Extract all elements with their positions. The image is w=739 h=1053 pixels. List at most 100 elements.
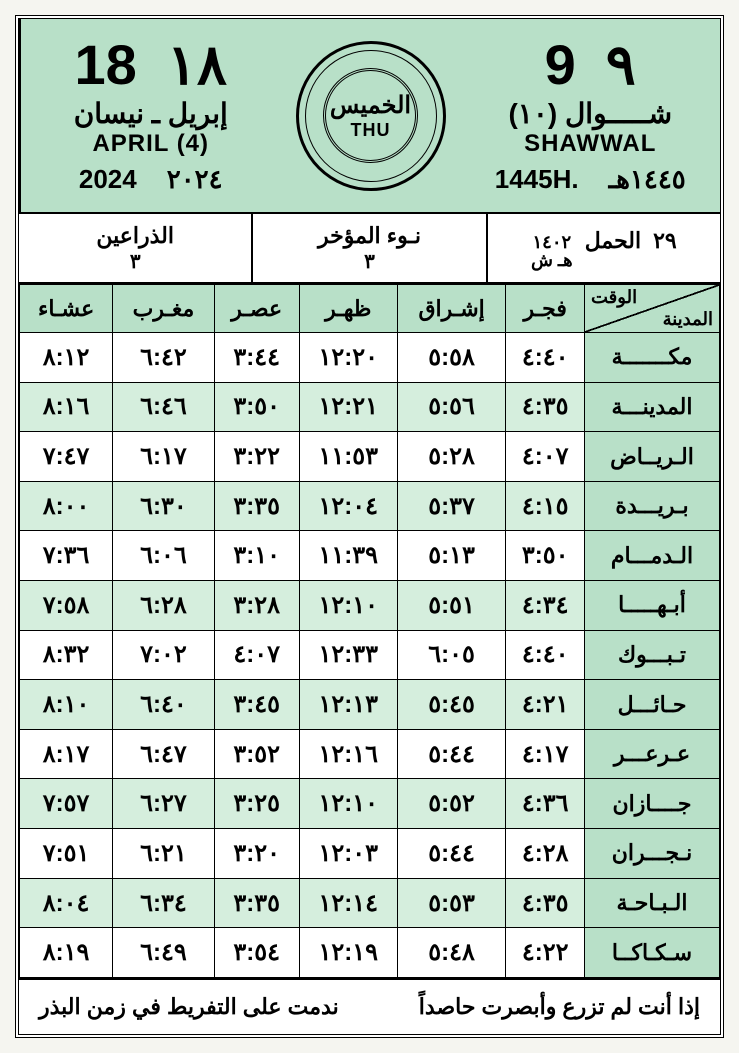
prayer-table: الوقت المدينة فجـرإشـراقظهـرعصـرمغـربعشـ… [19,284,720,978]
hijri-day-western: 9 [545,37,576,93]
time-cell: ٨:٠٠ [20,481,113,531]
time-cell: ٤:١٧ [506,729,585,779]
table-row: نـجـــران٤:٢٨٥:٤٤١٢:٠٣٣:٢٠٦:٢١٧:٥١ [20,829,720,879]
time-cell: ٦:١٧ [113,432,215,482]
day-seal-block: الخميس THU [281,19,461,212]
city-cell: سـكـاكــا [585,928,720,978]
time-cell: ٤:٠٧ [506,432,585,482]
time-cell: ١٢:١٦ [299,729,397,779]
hijri-year-en: 1445H. [495,164,579,195]
astro2-top: نـوء المؤخر [318,223,421,249]
time-cell: ٦:٣٠ [113,481,215,531]
time-cell: ٣:٤٥ [214,680,299,730]
time-cell: ٣:٣٥ [214,481,299,531]
time-cell: ٥:٥١ [397,581,506,631]
astro1-num: ٢٩ [653,228,677,254]
prayer-table-wrap: الوقت المدينة فجـرإشـراقظهـرعصـرمغـربعشـ… [19,284,720,978]
footer-right: إذا أنت لم تزرع وأبصرت حاصداً [419,994,700,1020]
time-cell: ١٢:١٤ [299,878,397,928]
time-cell: ٦:٠٦ [113,531,215,581]
time-cell: ٥:٤٥ [397,680,506,730]
city-cell: حـائـــل [585,680,720,730]
header-city-label: المدينة [663,309,713,330]
astro-cell-1: ٢٩ الحمل ١٤٠٢ هـ ش [486,214,720,282]
astro1-subtext: هـ ش [531,251,573,269]
time-cell: ١١:٥٣ [299,432,397,482]
time-cell: ٤:٣٥ [506,382,585,432]
time-cell: ٤:٣٦ [506,779,585,829]
time-cell: ٣:٣٥ [214,878,299,928]
city-cell: الـدمـــام [585,531,720,581]
city-cell: بـريـــدة [585,481,720,531]
time-cell: ٣:٥٠ [214,382,299,432]
greg-month-en: APRIL (4) [92,130,209,158]
table-row: جــــازان٤:٣٦٥:٥٢١٢:١٠٣:٢٥٦:٢٧٧:٥٧ [20,779,720,829]
header-time-label: الوقت [591,287,637,308]
time-cell: ٧:٠٢ [113,630,215,680]
time-cell: ٦:٢١ [113,829,215,879]
time-cell: ١٢:٠٤ [299,481,397,531]
table-row: بـريـــدة٤:١٥٥:٣٧١٢:٠٤٣:٣٥٦:٣٠٨:٠٠ [20,481,720,531]
time-cell: ٤:٢٨ [506,829,585,879]
time-cell: ٦:٤٦ [113,382,215,432]
table-row: تـبـــوك٤:٤٠٦:٠٥١٢:٣٣٤:٠٧٧:٠٢٨:٣٢ [20,630,720,680]
time-cell: ٣:٢٢ [214,432,299,482]
gregorian-block: 18 ١٨ إبريل ـ نيسان APRIL (4) 2024 ٢٠٢٤ [19,19,281,212]
time-cell: ٨:٣٢ [20,630,113,680]
time-cell: ٦:٤٩ [113,928,215,978]
time-cell: ٣:٥٠ [506,531,585,581]
time-cell: ٧:٤٧ [20,432,113,482]
table-body: مكـــــــة٤:٤٠٥:٥٨١٢:٢٠٣:٤٤٦:٤٢٨:١٢المدي… [20,333,720,978]
table-row: المدينـــة٤:٣٥٥:٥٦١٢:٢١٣:٥٠٦:٤٦٨:١٦ [20,382,720,432]
time-cell: ٥:٤٤ [397,829,506,879]
time-cell: ٨:١٦ [20,382,113,432]
city-cell: عـرعـــر [585,729,720,779]
time-cell: ٣:٥٤ [214,928,299,978]
time-cell: ٥:١٣ [397,531,506,581]
time-cell: ٥:٢٨ [397,432,506,482]
time-cell: ٧:٥٧ [20,779,113,829]
time-cell: ٥:٥٢ [397,779,506,829]
hijri-block: 9 ٩ شـــــوال (١٠) SHAWWAL 1445H. ١٤٤٥هـ [461,19,721,212]
hijri-month-en: SHAWWAL [524,130,656,158]
header: 18 ١٨ إبريل ـ نيسان APRIL (4) 2024 ٢٠٢٤ … [19,19,720,214]
time-cell: ٨:١٢ [20,333,113,383]
astro-cell-3: الذراعين ٣ [19,214,251,282]
table-header-row: الوقت المدينة فجـرإشـراقظهـرعصـرمغـربعشـ… [20,285,720,333]
astro3-sub: ٣ [130,249,141,274]
table-row: أبـهـــــا٤:٣٤٥:٥١١٢:١٠٣:٢٨٦:٢٨٧:٥٨ [20,581,720,631]
city-cell: تـبـــوك [585,630,720,680]
table-row: عـرعـــر٤:١٧٥:٤٤١٢:١٦٣:٥٢٦:٤٧٨:١٧ [20,729,720,779]
time-cell: ٦:٤٢ [113,333,215,383]
time-cell: ٣:٢٨ [214,581,299,631]
col-header: ظهـر [299,285,397,333]
time-cell: ١٢:١٠ [299,581,397,631]
time-cell: ٣:١٠ [214,531,299,581]
time-cell: ١٢:٠٣ [299,829,397,879]
astro3-top: الذراعين [96,223,174,249]
time-cell: ٣:٥٢ [214,729,299,779]
col-header: إشـراق [397,285,506,333]
time-cell: ٤:٢٢ [506,928,585,978]
table-row: الـبـاحـة٤:٣٥٥:٥٣١٢:١٤٣:٣٥٦:٣٤٨:٠٤ [20,878,720,928]
city-cell: جــــازان [585,779,720,829]
astro-row: ٢٩ الحمل ١٤٠٢ هـ ش نـوء المؤخر ٣ الذراعي… [19,214,720,284]
col-header: عصـر [214,285,299,333]
time-cell: ٣:٤٤ [214,333,299,383]
time-cell: ٦:٤٠ [113,680,215,730]
time-cell: ١٢:١٩ [299,928,397,978]
day-seal: الخميس THU [296,41,446,191]
footer-quote: إذا أنت لم تزرع وأبصرت حاصداً ندمت على ا… [19,978,720,1034]
time-cell: ٥:٤٤ [397,729,506,779]
hijri-day-arabic: ٩ [606,37,636,93]
time-cell: ٣:٢٥ [214,779,299,829]
astro1-subnum: ١٤٠٢ [532,233,571,251]
greg-day-western: 18 [75,37,137,93]
time-cell: ١٢:١٠ [299,779,397,829]
table-row: الـدمـــام٣:٥٠٥:١٣١١:٣٩٣:١٠٦:٠٦٧:٣٦ [20,531,720,581]
time-cell: ١٢:١٣ [299,680,397,730]
city-cell: الـريــاض [585,432,720,482]
time-cell: ٥:٣٧ [397,481,506,531]
time-cell: ٤:١٥ [506,481,585,531]
time-cell: ٥:٤٨ [397,928,506,978]
